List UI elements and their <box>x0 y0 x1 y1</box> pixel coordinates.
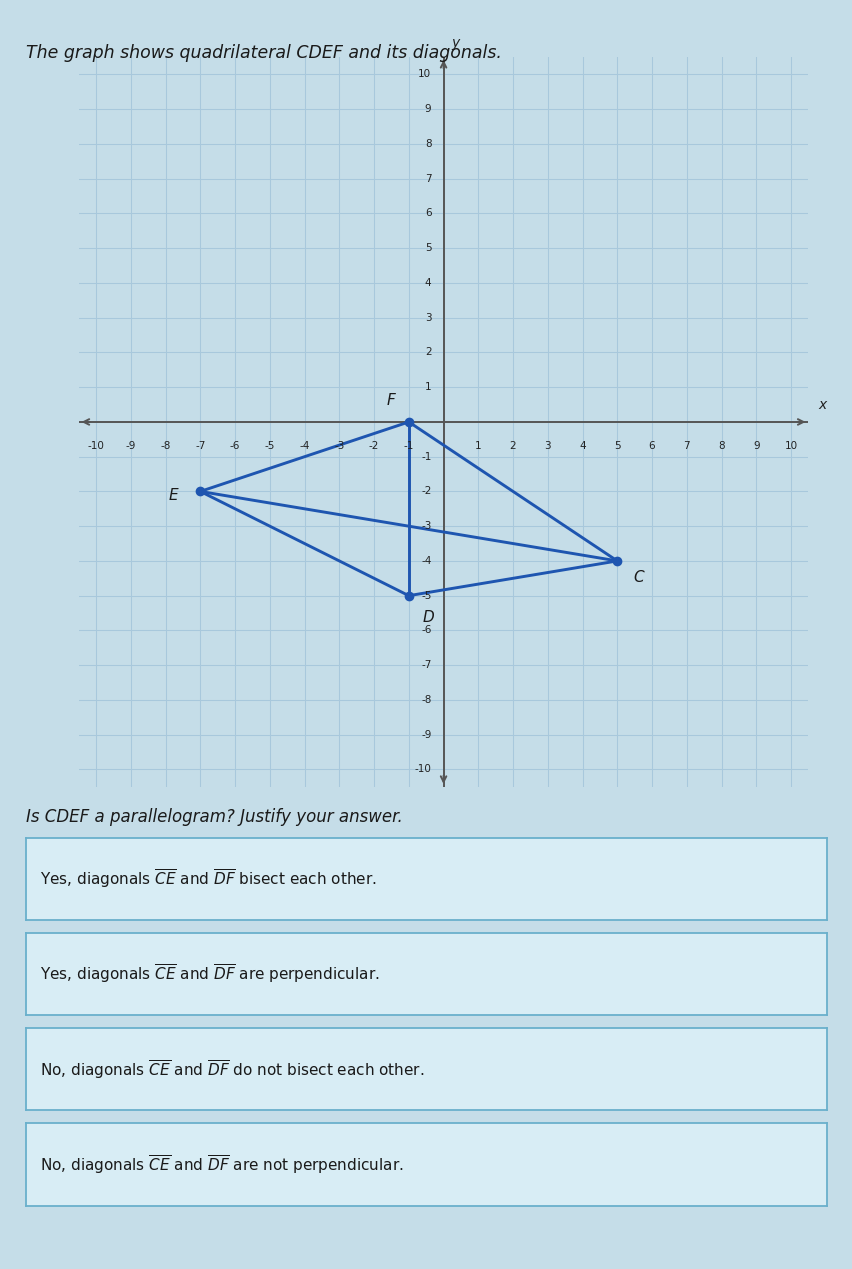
Text: E: E <box>169 489 178 503</box>
Text: -8: -8 <box>421 695 431 704</box>
Text: -10: -10 <box>414 764 431 774</box>
Text: 4: 4 <box>579 442 585 450</box>
Text: -6: -6 <box>421 626 431 636</box>
Text: -1: -1 <box>403 442 413 450</box>
Text: 8: 8 <box>717 442 724 450</box>
Text: -4: -4 <box>299 442 309 450</box>
Text: 6: 6 <box>424 208 431 218</box>
Text: -7: -7 <box>195 442 205 450</box>
Text: No, diagonals $\overline{CE}$ and $\overline{DF}$ are not perpendicular.: No, diagonals $\overline{CE}$ and $\over… <box>40 1154 403 1175</box>
Text: 6: 6 <box>648 442 654 450</box>
Text: 10: 10 <box>784 442 797 450</box>
Text: y: y <box>451 36 459 49</box>
Text: 1: 1 <box>475 442 481 450</box>
Text: -8: -8 <box>160 442 170 450</box>
Text: 9: 9 <box>752 442 758 450</box>
Text: No, diagonals $\overline{CE}$ and $\overline{DF}$ do not bisect each other.: No, diagonals $\overline{CE}$ and $\over… <box>40 1058 424 1080</box>
Text: 9: 9 <box>424 104 431 114</box>
Text: 10: 10 <box>417 70 431 80</box>
Text: -6: -6 <box>230 442 240 450</box>
Text: F: F <box>386 392 394 407</box>
Text: 3: 3 <box>424 312 431 322</box>
Text: -7: -7 <box>421 660 431 670</box>
Text: 3: 3 <box>544 442 550 450</box>
Text: -2: -2 <box>421 486 431 496</box>
Text: -5: -5 <box>421 590 431 600</box>
Text: 8: 8 <box>424 140 431 148</box>
Text: C: C <box>632 570 642 585</box>
Text: Yes, diagonals $\overline{CE}$ and $\overline{DF}$ are perpendicular.: Yes, diagonals $\overline{CE}$ and $\ove… <box>40 963 379 985</box>
Text: -4: -4 <box>421 556 431 566</box>
Text: x: x <box>818 397 826 411</box>
Text: 2: 2 <box>424 348 431 358</box>
Text: 5: 5 <box>613 442 620 450</box>
Text: -10: -10 <box>88 442 105 450</box>
Text: 1: 1 <box>424 382 431 392</box>
Text: 7: 7 <box>424 174 431 184</box>
Text: Yes, diagonals $\overline{CE}$ and $\overline{DF}$ bisect each other.: Yes, diagonals $\overline{CE}$ and $\ove… <box>40 868 377 890</box>
Text: 7: 7 <box>682 442 689 450</box>
Text: The graph shows quadrilateral CDEF and its diagonals.: The graph shows quadrilateral CDEF and i… <box>26 44 501 62</box>
Text: -3: -3 <box>334 442 344 450</box>
Text: 4: 4 <box>424 278 431 288</box>
Text: -3: -3 <box>421 522 431 532</box>
Text: D: D <box>423 609 434 624</box>
Text: -2: -2 <box>368 442 379 450</box>
Text: -9: -9 <box>421 730 431 740</box>
Text: 5: 5 <box>424 244 431 254</box>
Text: 2: 2 <box>509 442 515 450</box>
Text: -9: -9 <box>125 442 135 450</box>
Text: -5: -5 <box>264 442 274 450</box>
Text: -1: -1 <box>421 452 431 462</box>
Text: Is CDEF a parallelogram? Justify your answer.: Is CDEF a parallelogram? Justify your an… <box>26 808 402 826</box>
